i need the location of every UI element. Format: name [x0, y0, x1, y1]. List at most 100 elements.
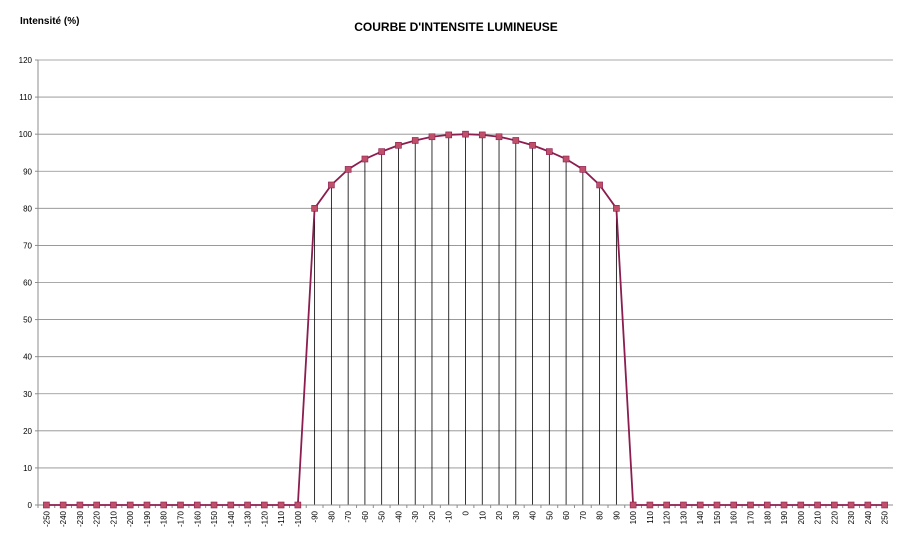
- x-tick-label: 0: [462, 510, 471, 515]
- marker: [529, 141, 536, 149]
- marker: [328, 181, 335, 189]
- x-tick-label: -20: [428, 510, 437, 522]
- marker: [747, 501, 754, 509]
- y-tick-label: 20: [23, 427, 32, 436]
- x-tick-label: -40: [394, 510, 403, 522]
- marker: [478, 131, 486, 139]
- x-tick-label: -50: [378, 510, 387, 522]
- x-tick-label: 60: [562, 510, 571, 519]
- x-tick-label: -250: [42, 510, 51, 527]
- x-tick-label: 230: [847, 510, 856, 524]
- marker: [847, 501, 855, 509]
- marker: [462, 130, 469, 138]
- marker: [579, 166, 587, 173]
- y-tick-label: 110: [19, 93, 32, 102]
- marker: [646, 501, 654, 509]
- marker: [596, 181, 603, 189]
- marker: [294, 501, 302, 509]
- x-tick-label: 20: [495, 510, 504, 519]
- x-tick-label: 200: [797, 510, 806, 524]
- x-tick-label: -230: [76, 510, 85, 527]
- marker: [126, 501, 134, 509]
- x-tick-label: 170: [747, 510, 756, 524]
- x-tick-label: 250: [881, 510, 890, 524]
- marker: [445, 131, 453, 139]
- y-tick-label: 40: [23, 353, 32, 362]
- marker: [43, 501, 50, 509]
- x-tick-label: 160: [730, 510, 739, 524]
- x-tick-label: -60: [361, 510, 370, 522]
- marker: [344, 166, 352, 173]
- marker: [93, 501, 100, 509]
- x-tick-label: -90: [311, 510, 320, 522]
- marker: [831, 501, 838, 509]
- y-tick-label: 30: [23, 390, 32, 399]
- marker: [428, 133, 436, 141]
- x-tick-label: 140: [696, 510, 705, 524]
- marker: [110, 501, 117, 509]
- marker: [864, 501, 872, 509]
- marker: [814, 501, 821, 509]
- y-tick-label: 90: [23, 167, 32, 176]
- marker: [411, 137, 419, 144]
- x-tick-label: -190: [143, 510, 152, 527]
- marker: [613, 205, 620, 212]
- x-tick-label: -10: [445, 510, 454, 522]
- x-tick-label: 220: [830, 510, 839, 524]
- x-tick-label: 30: [512, 510, 521, 519]
- x-tick-label: 90: [612, 510, 621, 519]
- marker: [361, 155, 369, 163]
- x-tick-label: 120: [663, 510, 672, 524]
- marker: [713, 501, 721, 509]
- marker: [730, 501, 738, 509]
- marker: [495, 133, 503, 141]
- marker: [143, 501, 151, 509]
- marker: [193, 501, 201, 509]
- x-tick-label: 130: [679, 510, 688, 524]
- x-tick-label: 70: [579, 510, 588, 519]
- marker: [546, 148, 553, 155]
- marker: [696, 501, 704, 509]
- x-tick-label: 210: [814, 510, 823, 524]
- marker: [680, 501, 687, 509]
- y-axis-label: Intensité (%): [20, 16, 79, 27]
- x-tick-label: 190: [780, 510, 789, 524]
- x-tick-label: -180: [160, 510, 169, 527]
- marker: [177, 501, 184, 509]
- y-tick-label: 0: [28, 501, 33, 510]
- x-tick-label: -200: [126, 510, 135, 527]
- marker: [780, 501, 788, 509]
- marker: [629, 501, 637, 509]
- marker: [227, 501, 235, 509]
- x-tick-label: 180: [763, 510, 772, 524]
- x-tick-label: -120: [260, 510, 269, 527]
- marker: [76, 501, 84, 509]
- x-tick-label: -100: [294, 510, 303, 527]
- x-tick-label: 50: [545, 510, 554, 519]
- y-tick-label: 60: [23, 279, 32, 288]
- x-tick-label: -70: [344, 510, 353, 522]
- x-tick-label: 40: [529, 510, 538, 519]
- y-tick-label: 100: [19, 130, 33, 139]
- marker: [763, 501, 771, 509]
- x-tick-label: -170: [177, 510, 186, 527]
- y-tick-label: 50: [23, 316, 32, 325]
- y-tick-label: 120: [19, 56, 33, 65]
- y-tick-label: 80: [23, 204, 32, 213]
- x-tick-label: 150: [713, 510, 722, 524]
- marker: [512, 137, 520, 144]
- marker: [797, 501, 805, 509]
- marker: [210, 501, 218, 509]
- chart-title: COURBE D'INTENSITE LUMINEUSE: [354, 20, 558, 34]
- marker: [881, 501, 888, 509]
- marker: [562, 155, 570, 163]
- x-tick-label: 80: [596, 510, 605, 519]
- x-tick-label: -210: [109, 510, 118, 527]
- marker: [311, 205, 318, 212]
- x-tick-label: -150: [210, 510, 219, 527]
- x-tick-label: -110: [277, 510, 286, 526]
- x-tick-label: -80: [327, 510, 336, 522]
- marker: [395, 141, 402, 149]
- x-tick-label: -140: [227, 510, 236, 527]
